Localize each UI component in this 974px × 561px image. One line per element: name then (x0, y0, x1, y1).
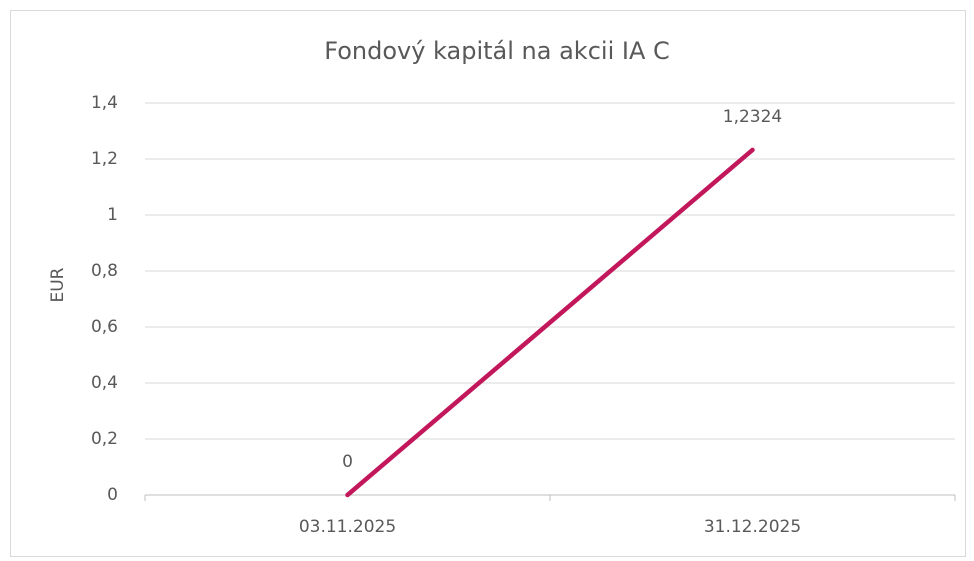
y-tick-label: 1,4 (91, 93, 118, 113)
y-tick-label: 0 (107, 485, 118, 505)
y-tick-label: 0,2 (91, 429, 118, 449)
y-tick-label: 1 (107, 205, 118, 225)
y-tick-label: 1,2 (91, 149, 118, 169)
data-label: 0 (342, 452, 353, 472)
data-label: 1,2324 (723, 107, 782, 127)
x-tick-label: 31.12.2025 (704, 517, 801, 537)
y-tick-label: 0,8 (91, 261, 118, 281)
line (345, 147, 755, 498)
y-tick-label: 0,4 (91, 373, 118, 393)
chart-frame (10, 10, 966, 557)
x-tick-label: 03.11.2025 (299, 517, 396, 537)
y-tick-label: 0,6 (91, 317, 118, 337)
chart-title: Fondový kapitál na akcii IA C (324, 37, 670, 65)
y-axis-label: EUR (48, 267, 68, 302)
